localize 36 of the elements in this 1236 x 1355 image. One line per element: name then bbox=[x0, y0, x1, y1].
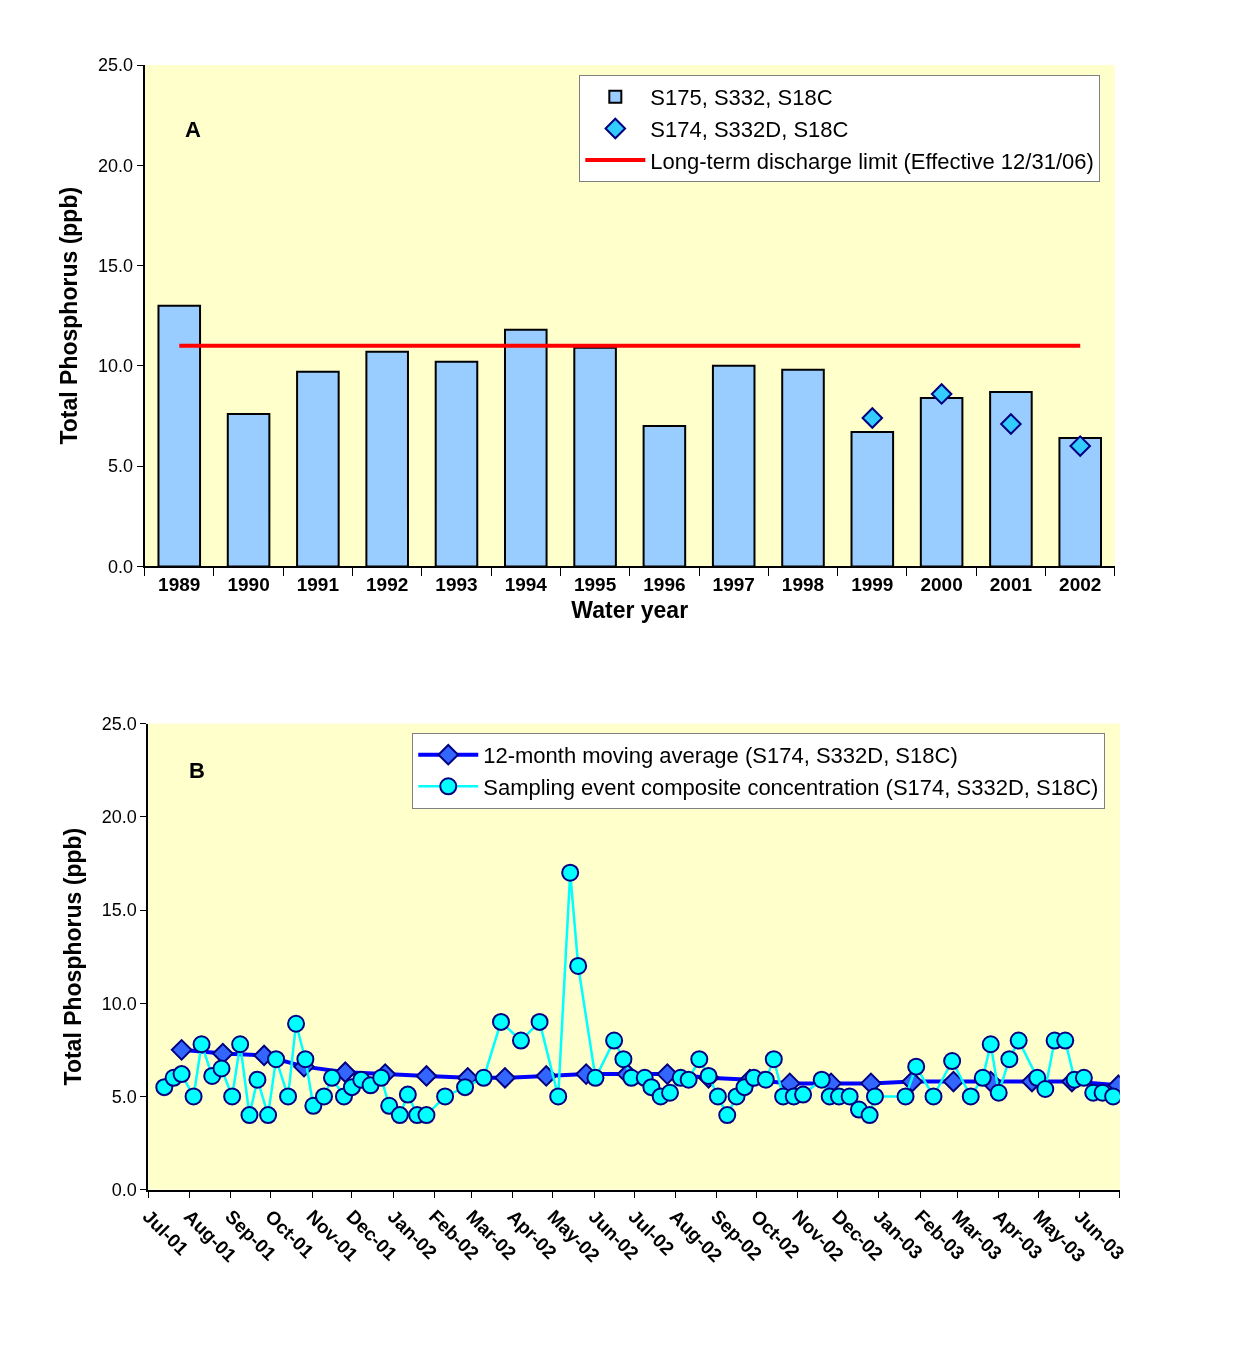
y-tick-label: 0.0 bbox=[111, 1179, 137, 1200]
x-tick-label: 1997 bbox=[712, 574, 755, 596]
x-tick-label: 1992 bbox=[366, 574, 409, 596]
annotation: A bbox=[185, 117, 201, 142]
y-tick-label: 20.0 bbox=[97, 155, 134, 176]
x-tick-label: 1993 bbox=[435, 574, 478, 596]
x-tick-label: 2001 bbox=[989, 574, 1033, 596]
y-tick-label: 5.0 bbox=[111, 1086, 137, 1107]
x-tick-label: 1996 bbox=[643, 574, 686, 596]
y-tick-label: 5.0 bbox=[107, 456, 134, 477]
legend-label: Sampling event composite concentration (S174, S332D, S18C) bbox=[483, 774, 1099, 800]
y-tick-label: 15.0 bbox=[97, 255, 134, 276]
legend-label: S175, S332, S18C bbox=[650, 85, 833, 111]
y-tick-label: 10.0 bbox=[97, 356, 134, 377]
y-axis-title: Total Phosphorus (ppb) bbox=[59, 827, 86, 1086]
x-tick-label: 1994 bbox=[504, 574, 548, 596]
legend-label: S174, S332D, S18C bbox=[650, 117, 849, 143]
x-tick-label: 1990 bbox=[227, 574, 270, 596]
y-tick-label: 10.0 bbox=[101, 993, 137, 1014]
x-tick-label: 1995 bbox=[573, 574, 617, 596]
y-tick-label: 15.0 bbox=[101, 900, 137, 921]
x-tick-label: 1991 bbox=[296, 574, 340, 596]
y-tick-label: 25.0 bbox=[101, 713, 137, 734]
x-tick-label: 1999 bbox=[851, 574, 894, 596]
x-axis-title: Water year bbox=[571, 597, 689, 624]
y-tick-label: 25.0 bbox=[97, 55, 134, 76]
y-axis-title: Total Phosphorus (ppb) bbox=[55, 186, 82, 445]
x-tick-label: 1998 bbox=[781, 574, 825, 596]
legend-label: 12-month moving average (S174, S332D, S18C) bbox=[483, 743, 958, 769]
y-tick-label: 0.0 bbox=[107, 556, 134, 577]
x-tick-label: 2002 bbox=[1059, 574, 1102, 596]
annotation: B bbox=[189, 758, 205, 783]
x-tick-label: 1989 bbox=[158, 574, 201, 596]
x-tick-label: 2000 bbox=[920, 574, 963, 596]
y-tick-label: 20.0 bbox=[101, 807, 137, 828]
legend-label: Long-term discharge limit (Effective 12/31/06) bbox=[650, 148, 1094, 174]
